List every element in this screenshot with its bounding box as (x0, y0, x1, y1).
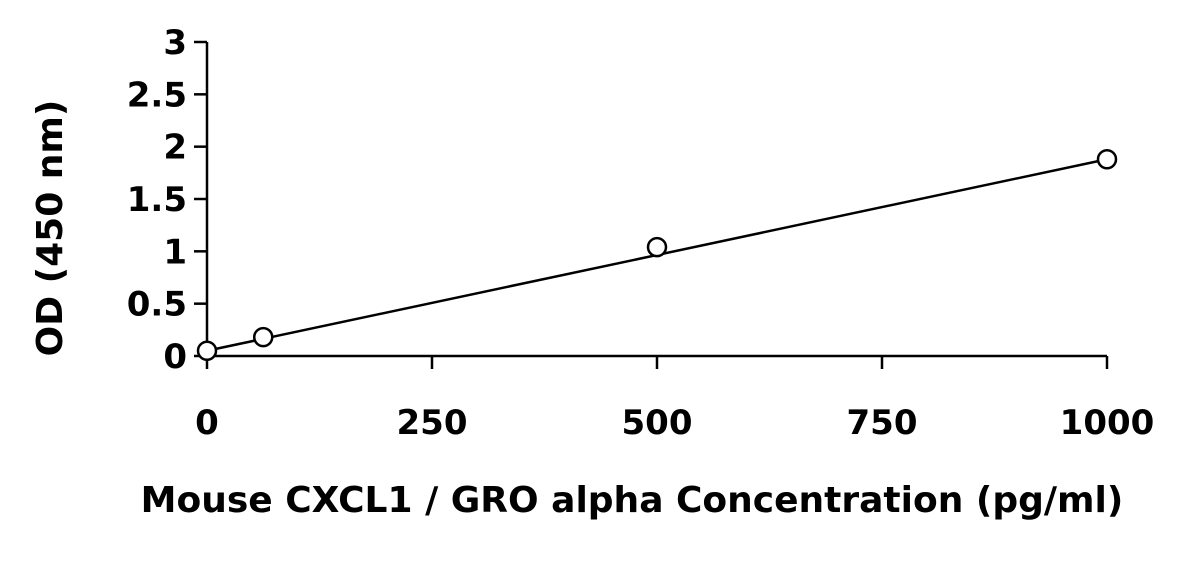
x-tick-label: 0 (195, 403, 219, 443)
data-points (196, 148, 1118, 362)
y-tick-label: 2.5 (127, 75, 187, 115)
ticks: 0 0.5 1 1.5 2 2.5 3 0 250 500 750 1000 (127, 23, 1155, 443)
y-tick-label: 1.5 (127, 180, 187, 220)
y-tick-label: 0 (163, 337, 187, 377)
data-point (196, 340, 218, 362)
y-tick-label: 1 (163, 232, 187, 272)
x-tick-label: 250 (397, 403, 468, 443)
data-point (253, 326, 274, 348)
x-tick-label: 750 (847, 403, 918, 443)
data-point (646, 236, 668, 258)
x-tick-label: 500 (622, 403, 693, 443)
x-axis-title: Mouse CXCL1 / GRO alpha Concentration (p… (141, 480, 1124, 521)
y-tick-label: 2 (163, 128, 187, 168)
y-tick-label: 0.5 (127, 285, 187, 325)
y-axis-title: OD (450 nm) (30, 100, 71, 357)
data-point (1096, 148, 1118, 170)
x-tick-label: 1000 (1060, 403, 1155, 443)
axes (205, 42, 1107, 358)
y-tick-label: 3 (163, 23, 187, 63)
